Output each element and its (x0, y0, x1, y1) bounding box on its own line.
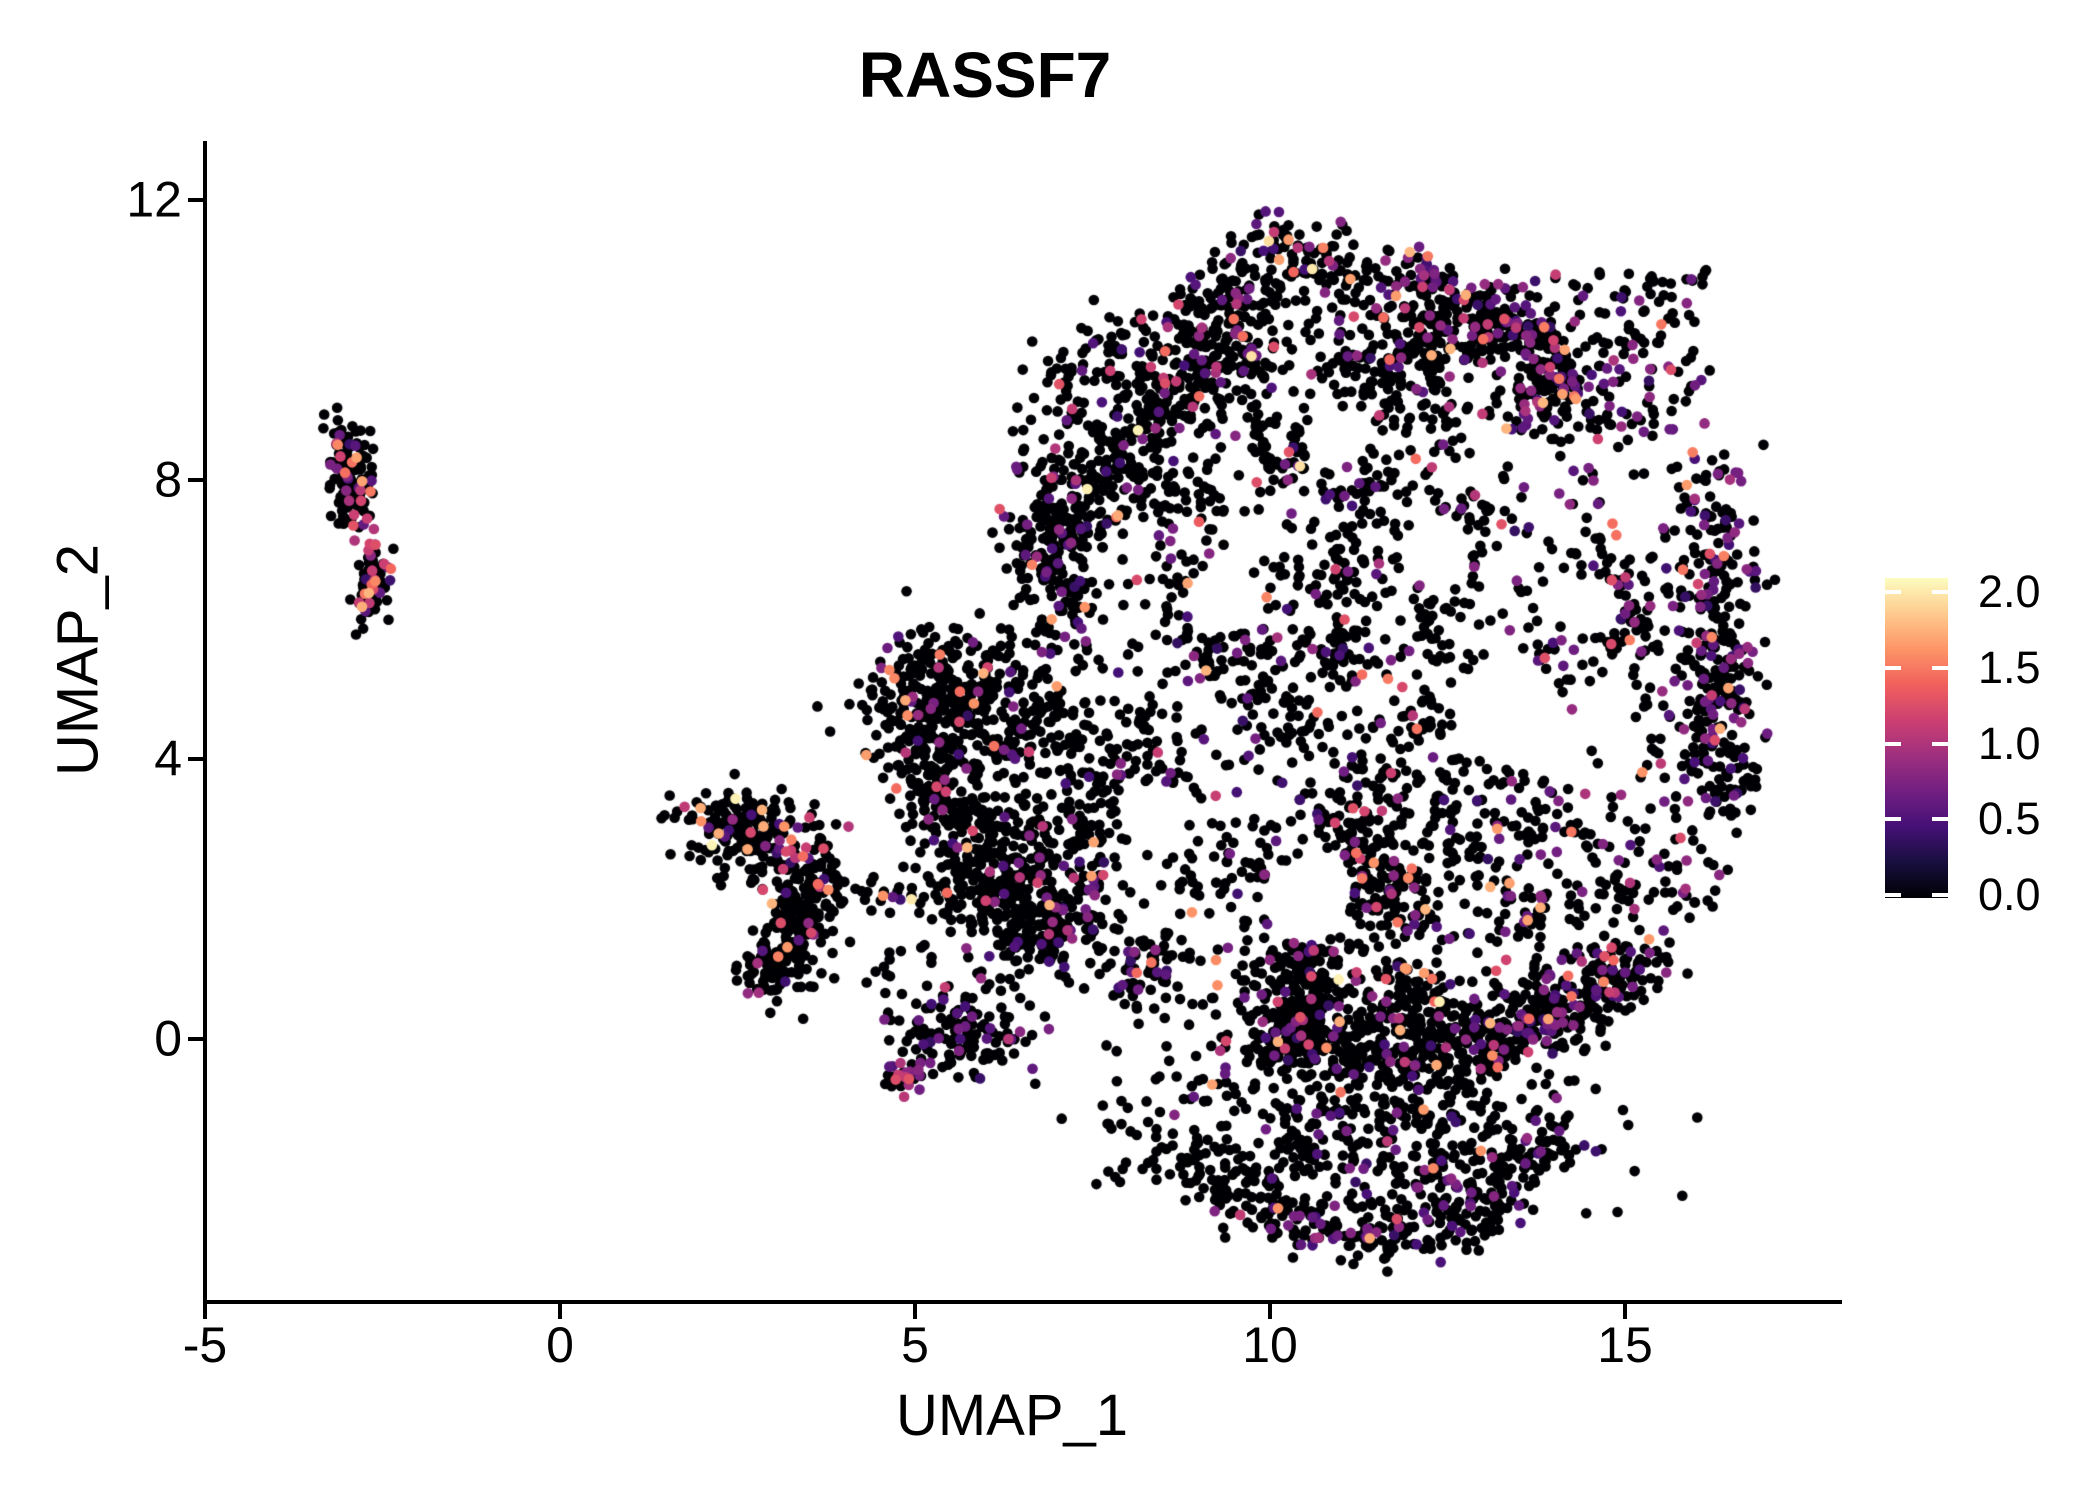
y-tick-mark (188, 477, 203, 482)
colorbar-tick-mark (1885, 893, 1901, 897)
colorbar-label: 2.0 (1978, 566, 2041, 617)
y-tick-mark (188, 757, 203, 762)
x-tick-label: 15 (1597, 1317, 1653, 1373)
x-tick-mark (1623, 1304, 1627, 1319)
plot-title: RASSF7 (858, 39, 1112, 111)
colorbar-label: 1.5 (1978, 641, 2041, 693)
x-tick-mark (913, 1304, 917, 1319)
x-tick-mark (558, 1304, 562, 1319)
colorbar-tick-mark (1885, 817, 1901, 822)
colorbar-label: 0.5 (1978, 793, 2041, 845)
x-tick-label: 5 (901, 1317, 929, 1373)
x-tick-mark (203, 1304, 207, 1319)
y-axis-line (203, 141, 207, 1304)
x-axis-title: UMAP_1 (895, 1383, 1129, 1448)
y-axis-title: UMAP_2 (45, 543, 111, 777)
y-tick-label: 12 (126, 171, 182, 228)
x-tick-label: 0 (546, 1317, 574, 1373)
x-tick-label: -5 (182, 1317, 228, 1373)
colorbar-tick-mark (1885, 741, 1901, 746)
colorbar-gradient (1885, 578, 1948, 898)
colorbar-tick-mark (1885, 665, 1901, 670)
colorbar-label: 1.0 (1978, 717, 2041, 769)
colorbar-tick-mark (1932, 817, 1948, 822)
y-tick-label: 4 (154, 730, 182, 787)
x-axis-line (203, 1300, 1842, 1304)
colorbar-tick-mark (1932, 665, 1948, 670)
x-tick-mark (1268, 1304, 1272, 1319)
colorbar-label: 0.0 (1978, 869, 2041, 920)
x-tick-label: 10 (1242, 1317, 1298, 1373)
colorbar-tick-mark (1932, 893, 1948, 897)
colorbar-tick-mark (1932, 741, 1948, 746)
y-tick-mark (188, 198, 203, 203)
colorbar-tick-mark (1932, 590, 1948, 594)
y-tick-mark (188, 1037, 203, 1041)
colorbar-tick-mark (1885, 590, 1901, 594)
y-tick-label: 0 (154, 1010, 182, 1067)
y-tick-label: 8 (154, 451, 182, 508)
